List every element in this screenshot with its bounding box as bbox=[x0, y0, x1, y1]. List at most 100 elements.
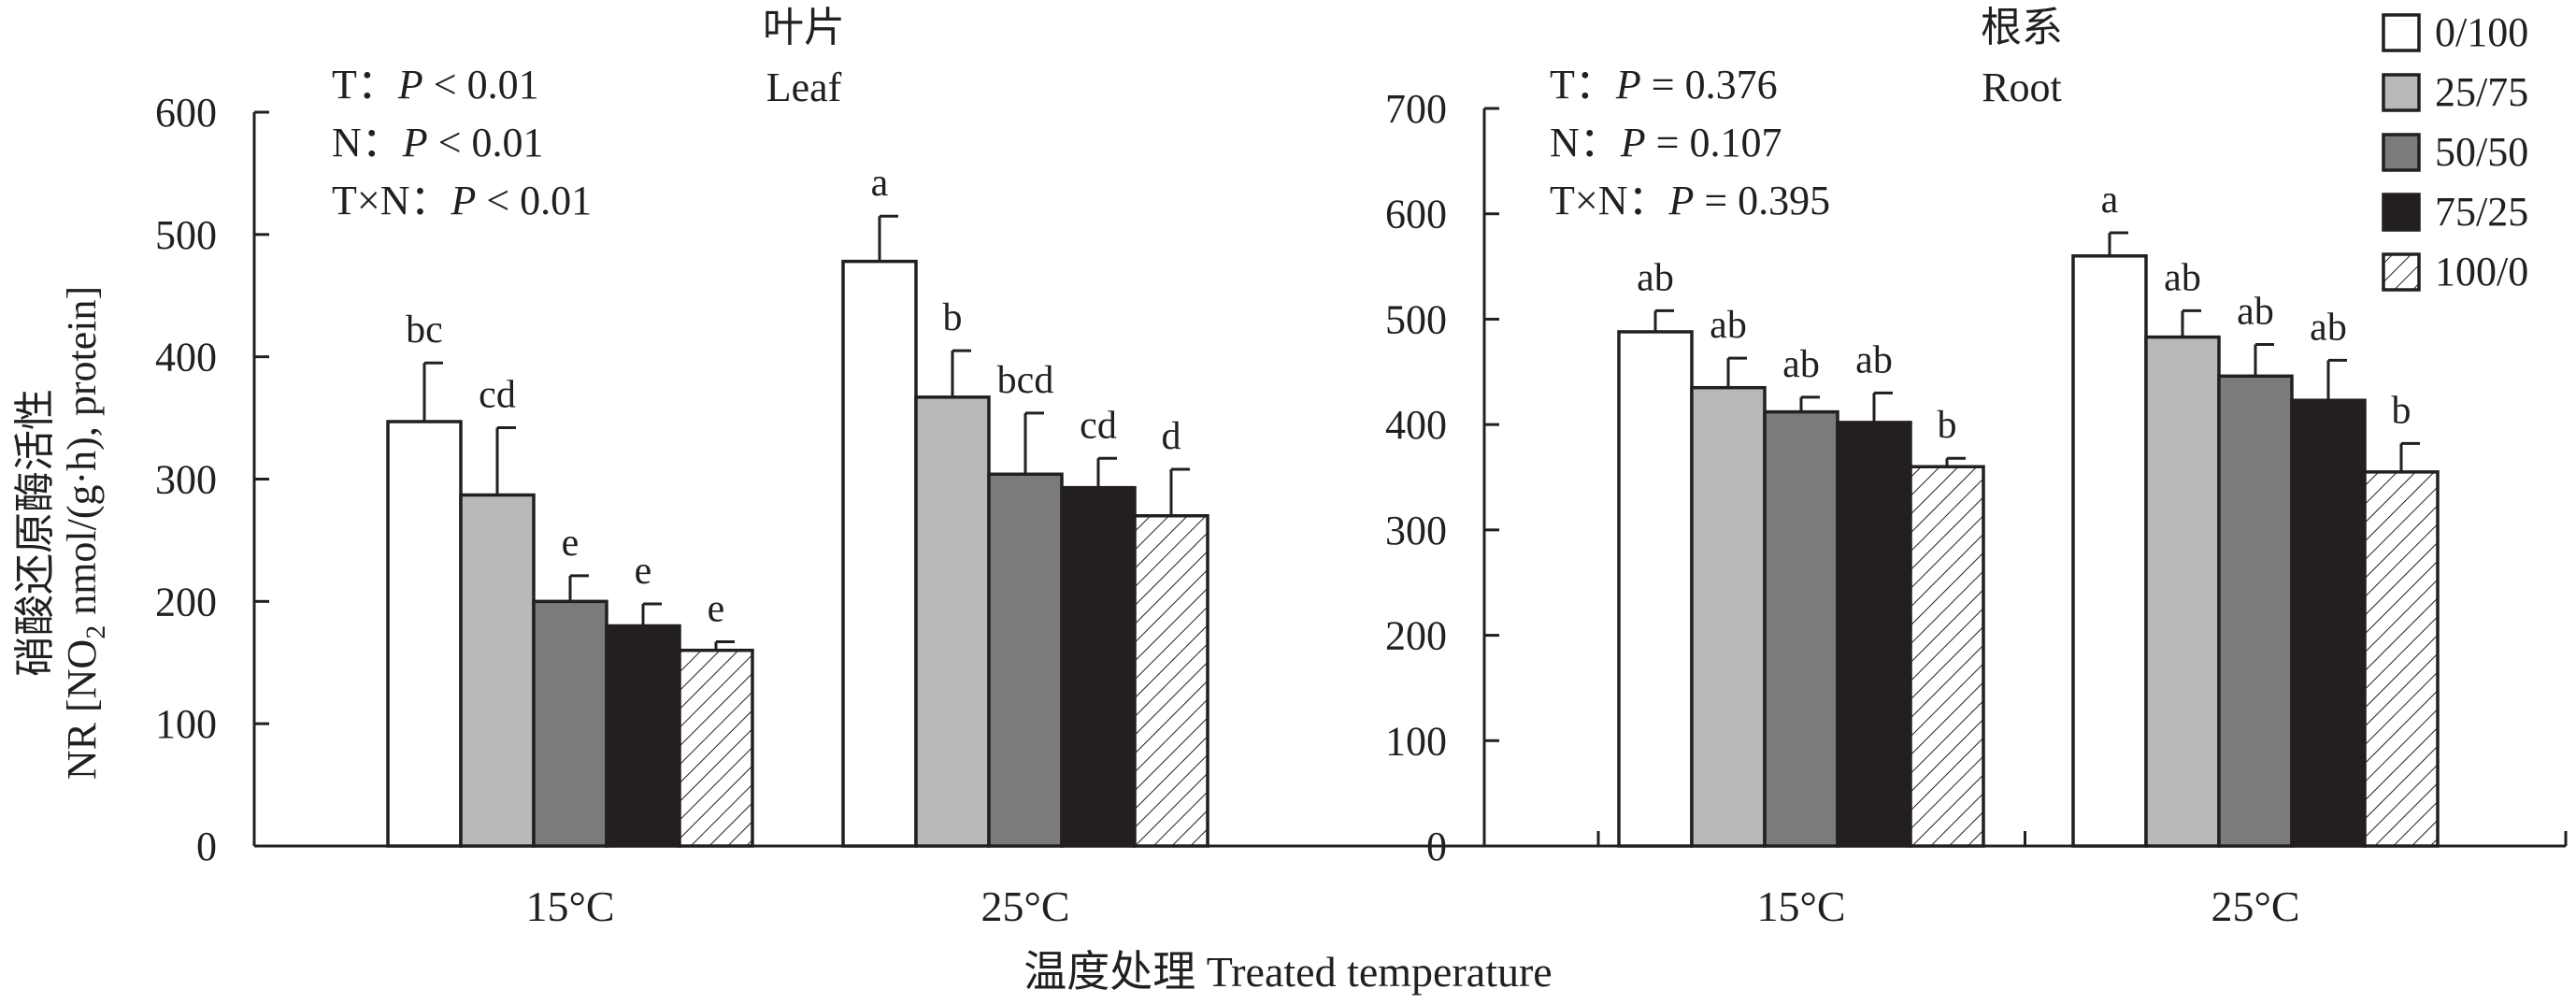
stat-factor: T×N： bbox=[332, 178, 451, 223]
legend: 0/100 25/75 50/50 75/25 100/0 bbox=[2382, 9, 2528, 294]
significance-letter: ab bbox=[1637, 256, 1674, 299]
y-tick-label: 600 bbox=[1385, 192, 1447, 237]
stat-factor: T×N： bbox=[1550, 178, 1668, 223]
panel-title-en: Leaf bbox=[766, 65, 842, 110]
y-tick-label: 100 bbox=[155, 701, 217, 747]
legend-label: 100/0 bbox=[2435, 249, 2528, 294]
legend-swatch bbox=[2382, 133, 2421, 172]
significance-letter: b bbox=[2392, 389, 2411, 432]
stat-p: P bbox=[397, 62, 423, 108]
significance-letter: e bbox=[635, 550, 652, 593]
x-tick-label: 25°C bbox=[2211, 882, 2299, 930]
stat-p: P bbox=[402, 120, 428, 165]
significance-letter: bc bbox=[406, 308, 443, 351]
bar bbox=[386, 420, 463, 848]
legend-swatch bbox=[2382, 193, 2421, 232]
significance-letter: ab bbox=[1855, 338, 1893, 381]
stat-line: T：P = 0.376 bbox=[1550, 62, 1778, 108]
stat-value: = 0.107 bbox=[1646, 120, 1782, 165]
significance-letter: ab bbox=[2164, 256, 2201, 299]
legend-label: 0/100 bbox=[2435, 9, 2528, 55]
y-axis-label-en-sub: 2 bbox=[80, 625, 111, 639]
y-tick-label: 600 bbox=[155, 90, 217, 136]
stat-factor: N： bbox=[1550, 120, 1621, 165]
significance-letter: cd bbox=[1080, 404, 1117, 447]
panel-title-cn: 根系 bbox=[1981, 5, 2063, 50]
bar bbox=[1690, 385, 1767, 848]
stat-line: N：P < 0.01 bbox=[332, 120, 544, 165]
bar bbox=[1060, 485, 1137, 848]
y-axis-label-en: NR [NO2 nmol/(g·h), protein] bbox=[59, 286, 111, 780]
significance-letter: ab bbox=[1710, 304, 1747, 347]
significance-letter: b bbox=[943, 296, 963, 339]
legend-swatch bbox=[2382, 13, 2421, 52]
y-tick-label: 300 bbox=[155, 457, 217, 503]
stat-factor: N： bbox=[332, 120, 403, 165]
y-tick-label: 400 bbox=[1385, 402, 1447, 448]
legend-label: 75/25 bbox=[2435, 189, 2528, 235]
bar bbox=[841, 259, 918, 848]
y-tick-label: 500 bbox=[1385, 296, 1447, 342]
bar bbox=[987, 472, 1064, 848]
bar bbox=[2363, 470, 2440, 848]
legend-label: 50/50 bbox=[2435, 129, 2528, 175]
stat-value: < 0.01 bbox=[428, 120, 544, 165]
legend-swatch bbox=[2382, 252, 2421, 292]
y-tick-label: 700 bbox=[1385, 86, 1447, 132]
stat-line: T：P < 0.01 bbox=[332, 62, 539, 108]
y-axis-label-en-post: nmol/(g·h), protein] bbox=[59, 286, 105, 625]
stat-value: < 0.01 bbox=[476, 178, 592, 223]
significance-letter: b bbox=[1938, 404, 1957, 447]
significance-letter: cd bbox=[479, 374, 516, 417]
bar bbox=[1133, 514, 1209, 848]
bar bbox=[914, 395, 991, 848]
bar bbox=[2217, 374, 2294, 848]
bar bbox=[678, 648, 754, 848]
stat-value: < 0.01 bbox=[423, 62, 539, 108]
y-tick-label: 200 bbox=[155, 579, 217, 624]
y-axis-label-en-pre: NR [NO bbox=[59, 639, 105, 780]
bar bbox=[459, 493, 536, 848]
bar bbox=[605, 624, 681, 848]
significance-letter: ab bbox=[1782, 343, 1820, 386]
stat-line: T×N：P < 0.01 bbox=[332, 178, 592, 223]
x-tick-label: 25°C bbox=[980, 882, 1069, 930]
significance-letter: d bbox=[1162, 415, 1181, 458]
y-tick-label: 400 bbox=[155, 335, 217, 380]
significance-letter: a bbox=[871, 162, 889, 205]
bar bbox=[1836, 421, 1912, 848]
significance-letter: ab bbox=[2237, 290, 2274, 333]
panel-title-en: Root bbox=[1982, 65, 2062, 110]
y-tick-label: 300 bbox=[1385, 508, 1447, 553]
significance-letter: e bbox=[562, 522, 580, 565]
significance-letter: e bbox=[708, 588, 725, 631]
y-tick-label: 200 bbox=[1385, 613, 1447, 659]
stat-line: N：P = 0.107 bbox=[1550, 120, 1782, 165]
stat-factor: T： bbox=[332, 62, 398, 108]
significance-letter: ab bbox=[2310, 306, 2347, 349]
bar bbox=[1763, 409, 1839, 848]
x-axis-label: 温度处理 Treated temperature bbox=[1023, 948, 1552, 996]
y-tick-label: 100 bbox=[1385, 718, 1447, 764]
significance-letter: bcd bbox=[997, 359, 1054, 402]
stat-value: = 0.395 bbox=[1694, 178, 1830, 223]
bar bbox=[1617, 330, 1694, 848]
stat-p: P bbox=[1620, 120, 1646, 165]
leaf-panel: 0 100 200 300 400 500 600 15°C 25°C bc a cd b e bcd e cd… bbox=[155, 5, 1600, 930]
stat-p: P bbox=[1667, 178, 1694, 223]
panel-title-cn: 叶片 bbox=[763, 5, 845, 50]
stat-factor: T： bbox=[1550, 62, 1616, 108]
bar bbox=[1909, 465, 1985, 848]
bar bbox=[2144, 335, 2221, 848]
bar bbox=[2290, 398, 2367, 848]
stat-p: P bbox=[450, 178, 476, 223]
y-tick-label: 0 bbox=[196, 824, 217, 869]
stat-p: P bbox=[1615, 62, 1641, 108]
bar bbox=[532, 599, 608, 848]
stat-value: = 0.376 bbox=[1641, 62, 1778, 108]
x-tick-label: 15°C bbox=[1756, 882, 1845, 930]
y-tick-label: 500 bbox=[155, 212, 217, 258]
x-tick-label: 15°C bbox=[525, 882, 614, 930]
